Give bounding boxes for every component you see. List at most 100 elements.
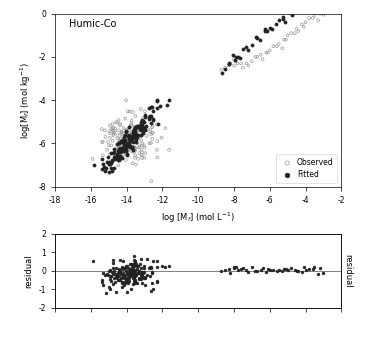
Observed — [114, 136, 120, 141]
Observed — [163, 126, 168, 131]
Point — [320, 270, 326, 276]
Point — [131, 261, 137, 266]
Point — [154, 279, 160, 285]
Point — [124, 271, 130, 277]
Point — [134, 280, 140, 286]
Point — [154, 278, 160, 284]
Observed — [90, 156, 96, 161]
Fitted — [122, 138, 128, 143]
Fitted — [101, 161, 106, 167]
Observed — [122, 134, 128, 139]
Point — [240, 266, 246, 271]
Observed — [132, 145, 138, 150]
Fitted — [140, 126, 146, 131]
Point — [90, 258, 96, 264]
Point — [110, 281, 116, 287]
Point — [131, 278, 137, 284]
Fitted — [121, 146, 127, 152]
Observed — [116, 143, 121, 148]
Fitted — [117, 153, 123, 158]
Point — [263, 269, 269, 275]
Observed — [135, 156, 141, 161]
Point — [294, 268, 299, 273]
Point — [124, 276, 130, 281]
Observed — [111, 130, 117, 135]
Point — [102, 291, 108, 296]
Fitted — [106, 159, 112, 164]
Observed — [137, 150, 142, 156]
Observed — [154, 122, 160, 127]
Fitted — [111, 147, 117, 152]
Fitted — [148, 120, 153, 126]
Fitted — [139, 123, 145, 128]
Point — [123, 268, 128, 274]
Observed — [150, 123, 156, 129]
Point — [126, 271, 132, 276]
Point — [132, 270, 138, 275]
Observed — [100, 139, 106, 145]
Observed — [123, 157, 129, 163]
Point — [99, 279, 105, 285]
Point — [147, 274, 153, 279]
Observed — [142, 145, 148, 150]
Observed — [116, 139, 122, 145]
Observed — [132, 137, 138, 143]
Observed — [279, 45, 285, 51]
Point — [317, 265, 323, 271]
Observed — [117, 138, 123, 144]
Fitted — [106, 161, 112, 167]
Observed — [126, 128, 131, 133]
Point — [112, 279, 118, 285]
Fitted — [150, 108, 156, 114]
Point — [127, 273, 133, 279]
Point — [114, 271, 120, 277]
Fitted — [110, 150, 116, 155]
Observed — [141, 155, 147, 160]
Observed — [141, 143, 147, 148]
Observed — [143, 126, 149, 131]
Point — [131, 253, 137, 259]
Observed — [115, 132, 120, 138]
Point — [131, 274, 137, 279]
Point — [249, 265, 255, 270]
Fitted — [137, 124, 142, 130]
Fitted — [124, 144, 130, 149]
Fitted — [137, 123, 142, 129]
Fitted — [141, 127, 146, 133]
Point — [121, 276, 127, 281]
Point — [106, 284, 112, 289]
Fitted — [142, 112, 148, 118]
Fitted — [130, 145, 135, 150]
Observed — [127, 125, 132, 130]
Fitted — [222, 66, 228, 72]
Fitted — [281, 19, 287, 24]
Observed — [123, 97, 129, 103]
Fitted — [155, 121, 161, 127]
Observed — [140, 115, 146, 121]
Fitted — [109, 158, 115, 164]
Observed — [132, 145, 138, 151]
Fitted — [148, 113, 154, 119]
Observed — [125, 138, 131, 143]
Observed — [104, 147, 110, 153]
Point — [136, 268, 142, 274]
Fitted — [132, 127, 138, 132]
Observed — [108, 143, 114, 148]
Observed — [129, 148, 135, 154]
Observed — [132, 134, 138, 140]
Observed — [119, 130, 124, 135]
Fitted — [269, 26, 275, 32]
Fitted — [286, 10, 291, 15]
Point — [265, 266, 271, 272]
Fitted — [289, 13, 295, 18]
Fitted — [240, 47, 246, 52]
Point — [107, 276, 113, 282]
Fitted — [124, 153, 130, 158]
Point — [132, 262, 138, 267]
Point — [121, 273, 127, 278]
Fitted — [166, 97, 171, 103]
Observed — [154, 147, 160, 153]
Point — [150, 286, 156, 292]
Fitted — [276, 18, 282, 23]
Observed — [265, 50, 271, 55]
